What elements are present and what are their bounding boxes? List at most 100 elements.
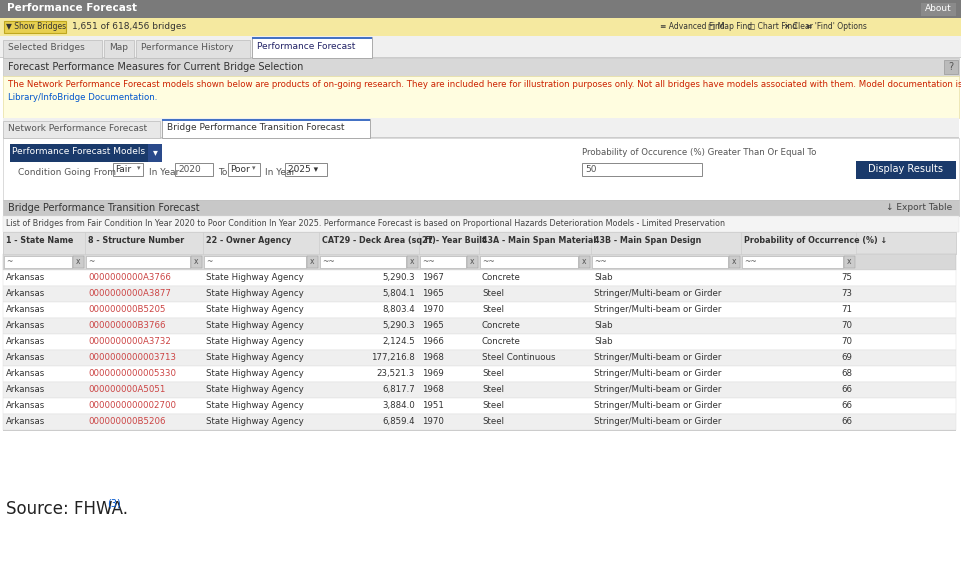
- Text: 1967: 1967: [422, 273, 443, 282]
- Bar: [420, 256, 465, 268]
- Text: State Highway Agency: State Highway Agency: [206, 353, 304, 362]
- Text: 66: 66: [840, 385, 851, 394]
- Text: 2020: 2020: [178, 165, 201, 174]
- Text: 23,521.3: 23,521.3: [377, 369, 414, 378]
- Text: Fair: Fair: [115, 165, 131, 174]
- Bar: [252, 37, 372, 58]
- Text: ▼ Show Bridges: ▼ Show Bridges: [6, 22, 66, 31]
- Text: 6,817.7: 6,817.7: [382, 385, 414, 394]
- Text: Arkansas: Arkansas: [6, 321, 45, 330]
- Text: 70: 70: [840, 321, 851, 330]
- Text: Arkansas: Arkansas: [6, 337, 45, 346]
- Text: 0000000000A3732: 0000000000A3732: [87, 337, 171, 346]
- Text: 1966: 1966: [422, 337, 443, 346]
- Bar: [3, 350, 955, 366]
- Bar: [740, 232, 855, 254]
- Bar: [591, 256, 727, 268]
- Text: List of Bridges from Fair Condition In Year 2020 to Poor Condition In Year 2025.: List of Bridges from Fair Condition In Y…: [6, 218, 725, 227]
- Text: Concrete: Concrete: [481, 337, 520, 346]
- Text: 000000000B5206: 000000000B5206: [87, 417, 165, 426]
- Bar: [741, 256, 842, 268]
- Text: Steel Continuous: Steel Continuous: [481, 353, 554, 362]
- Text: 5,804.1: 5,804.1: [382, 289, 414, 298]
- Text: 1951: 1951: [422, 401, 443, 410]
- Bar: [3, 200, 958, 216]
- Text: Steel: Steel: [481, 369, 504, 378]
- Text: State Highway Agency: State Highway Agency: [206, 337, 304, 346]
- Text: The Network Performance Forecast models shown below are products of on-going res: The Network Performance Forecast models …: [8, 80, 961, 89]
- Text: ≡ Advanced Find: ≡ Advanced Find: [659, 22, 724, 31]
- Text: 73: 73: [840, 289, 851, 298]
- Bar: [3, 318, 955, 334]
- Bar: [590, 232, 740, 254]
- Bar: [204, 256, 306, 268]
- Text: In Year: In Year: [149, 168, 179, 177]
- Text: 000000000B3766: 000000000B3766: [87, 321, 165, 330]
- Text: Library/InfoBridge Documentation.: Library/InfoBridge Documentation.: [8, 93, 158, 102]
- Text: Arkansas: Arkansas: [6, 369, 45, 378]
- Text: x: x: [76, 258, 80, 267]
- Text: 1965: 1965: [422, 321, 443, 330]
- Text: 2025 ▾: 2025 ▾: [287, 165, 318, 174]
- Text: Performance Forecast: Performance Forecast: [7, 3, 136, 13]
- Text: ~~: ~~: [593, 258, 606, 267]
- Text: Slab: Slab: [593, 337, 612, 346]
- Text: 000000000B5205: 000000000B5205: [87, 305, 165, 314]
- Text: Steel: Steel: [481, 401, 504, 410]
- Text: 1965: 1965: [422, 289, 443, 298]
- Bar: [855, 161, 955, 179]
- Text: Arkansas: Arkansas: [6, 417, 45, 426]
- Text: Condition Going From: Condition Going From: [18, 168, 116, 177]
- Text: ~~: ~~: [422, 258, 434, 267]
- Text: Bridge Performance Transition Forecast: Bridge Performance Transition Forecast: [166, 123, 344, 132]
- Text: Stringer/Multi-beam or Girder: Stringer/Multi-beam or Girder: [593, 385, 721, 394]
- Text: 43A - Main Span Material: 43A - Main Span Material: [481, 236, 596, 245]
- Text: 71: 71: [840, 305, 851, 314]
- Bar: [3, 254, 955, 270]
- Text: x: x: [469, 258, 474, 267]
- Text: x: x: [581, 258, 585, 267]
- Text: ↓ Export Table: ↓ Export Table: [885, 203, 951, 212]
- Text: Stringer/Multi-beam or Girder: Stringer/Multi-beam or Girder: [593, 289, 721, 298]
- Text: State Highway Agency: State Highway Agency: [206, 401, 304, 410]
- Bar: [479, 232, 590, 254]
- Text: Stringer/Multi-beam or Girder: Stringer/Multi-beam or Girder: [593, 305, 721, 314]
- Bar: [85, 232, 203, 254]
- Text: x: x: [193, 258, 198, 267]
- Text: Steel: Steel: [481, 417, 504, 426]
- Text: Display Results: Display Results: [868, 165, 943, 174]
- Text: State Highway Agency: State Highway Agency: [206, 417, 304, 426]
- Text: Bridge Performance Transition Forecast: Bridge Performance Transition Forecast: [8, 203, 200, 213]
- Bar: [843, 256, 854, 268]
- Text: 177,216.8: 177,216.8: [371, 353, 414, 362]
- Text: (3): (3): [107, 498, 121, 508]
- Bar: [3, 398, 955, 414]
- Text: Poor: Poor: [230, 165, 250, 174]
- Bar: [191, 256, 202, 268]
- Text: Arkansas: Arkansas: [6, 273, 45, 282]
- Text: State Highway Agency: State Highway Agency: [206, 385, 304, 394]
- Text: Arkansas: Arkansas: [6, 353, 45, 362]
- Text: ~: ~: [206, 258, 212, 267]
- Bar: [407, 256, 418, 268]
- Text: 1970: 1970: [422, 305, 443, 314]
- Text: 43B - Main Span Design: 43B - Main Span Design: [593, 236, 701, 245]
- Text: ~~: ~~: [743, 258, 756, 267]
- Text: Performance Forecast Models: Performance Forecast Models: [12, 147, 145, 156]
- Text: 0000000000A3877: 0000000000A3877: [87, 289, 171, 298]
- Text: ▾: ▾: [136, 165, 140, 171]
- Text: x: x: [409, 258, 414, 267]
- Text: In Year: In Year: [264, 168, 295, 177]
- Bar: [728, 256, 739, 268]
- Text: State Highway Agency: State Highway Agency: [206, 369, 304, 378]
- Bar: [3, 121, 160, 138]
- Text: 68: 68: [840, 369, 851, 378]
- Bar: [3, 137, 958, 138]
- Text: To: To: [218, 168, 227, 177]
- Text: State Highway Agency: State Highway Agency: [206, 289, 304, 298]
- Text: 66: 66: [840, 417, 851, 426]
- Text: ~: ~: [6, 258, 12, 267]
- Text: 0000000000A3766: 0000000000A3766: [87, 273, 171, 282]
- Text: ▾: ▾: [153, 147, 158, 157]
- Bar: [3, 270, 955, 286]
